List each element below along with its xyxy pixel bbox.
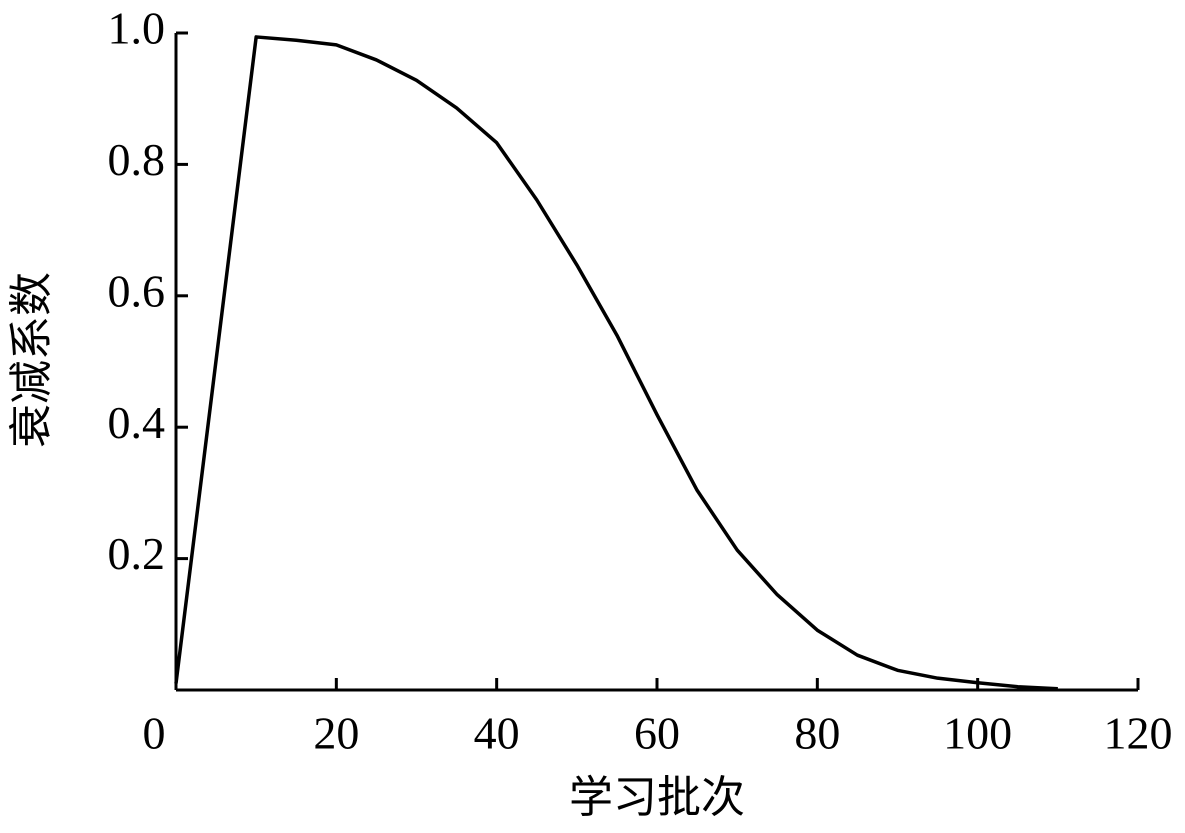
- x-tick-label: 80: [794, 708, 840, 759]
- x-tick-label: 100: [943, 708, 1012, 759]
- x-tick-label: 0: [143, 708, 166, 759]
- y-tick-label: 0.6: [108, 265, 166, 316]
- y-tick-label: 0.4: [108, 397, 166, 448]
- line: [174, 35, 1058, 691]
- y-tick-label: 0.8: [108, 134, 166, 185]
- x-tick-label: 20: [313, 708, 359, 759]
- x-tick-label: 60: [634, 708, 680, 759]
- x-tick-label: 120: [1104, 708, 1173, 759]
- y-axis-label: 衰减系数: [6, 272, 57, 448]
- x-tick-label: 40: [474, 708, 520, 759]
- x-axis-label: 学习批次: [569, 772, 745, 823]
- y-tick-label: 1.0: [108, 3, 166, 54]
- y-tick-label: 0.2: [108, 528, 166, 579]
